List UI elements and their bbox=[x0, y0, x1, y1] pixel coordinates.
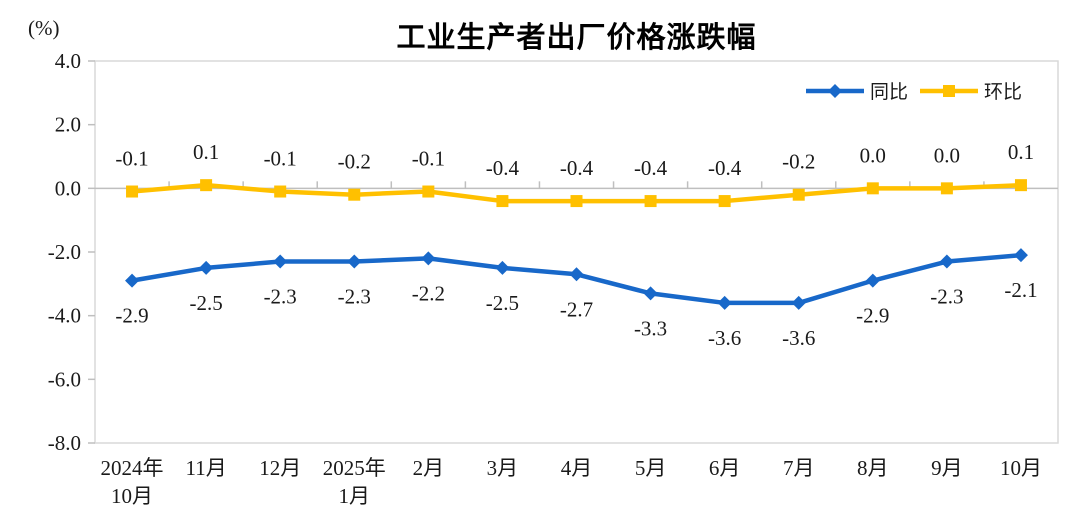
legend-item-同比: 同比 bbox=[806, 81, 908, 103]
data-label: -2.3 bbox=[338, 285, 371, 309]
data-label: -0.4 bbox=[634, 156, 668, 180]
data-point-marker bbox=[1014, 179, 1027, 192]
data-point-marker bbox=[940, 182, 953, 195]
data-point-marker bbox=[717, 295, 732, 310]
data-point-marker bbox=[865, 273, 880, 288]
x-axis-category-label: 3月 bbox=[487, 456, 519, 480]
legend-label: 同比 bbox=[870, 81, 908, 103]
data-point-marker bbox=[126, 185, 139, 198]
data-label: -2.7 bbox=[560, 297, 593, 321]
y-axis-tick-label: -6.0 bbox=[48, 367, 81, 391]
x-axis-category-label: 1月 bbox=[339, 484, 371, 508]
y-axis-tick-label: -2.0 bbox=[48, 240, 81, 264]
x-axis-category-label: 10月 bbox=[111, 484, 153, 508]
data-label: -2.9 bbox=[115, 304, 148, 328]
data-point-marker bbox=[1013, 248, 1028, 263]
data-point-marker bbox=[792, 188, 805, 201]
data-point-marker bbox=[791, 295, 806, 310]
data-label: 0.1 bbox=[193, 140, 219, 164]
data-label: -0.2 bbox=[338, 150, 371, 174]
data-label: -0.2 bbox=[782, 150, 815, 174]
data-point-marker bbox=[828, 84, 842, 98]
x-axis-category-label: 10月 bbox=[1000, 456, 1042, 480]
data-point-marker bbox=[274, 185, 287, 198]
data-point-marker bbox=[200, 179, 213, 192]
data-point-marker bbox=[643, 286, 658, 301]
x-axis-category-label: 7月 bbox=[783, 456, 815, 480]
legend: 同比 环比 bbox=[806, 81, 1022, 103]
chart-title: 工业生产者出厂价格涨跌幅 bbox=[396, 22, 757, 54]
x-axis-category-label: 2024年 bbox=[101, 456, 164, 480]
y-axis-tick-label: 4.0 bbox=[55, 49, 81, 73]
x-axis-labels: 2024年 10月 11月 12月 2025年 1月 2月 3月 4月 5月 6月 7月 8月 9月 10月 bbox=[101, 456, 1042, 508]
data-label: 0.0 bbox=[860, 143, 886, 167]
x-axis-category-label: 2025年 bbox=[323, 456, 386, 480]
x-axis-category-label: 5月 bbox=[635, 456, 667, 480]
data-label: -2.3 bbox=[264, 285, 297, 309]
data-point-marker bbox=[496, 195, 509, 208]
legend-item-环比: 环比 bbox=[920, 81, 1022, 103]
data-label: -0.1 bbox=[264, 147, 297, 171]
data-label: -2.9 bbox=[856, 304, 889, 328]
data-label: -0.4 bbox=[486, 156, 520, 180]
data-point-marker bbox=[273, 254, 288, 269]
x-axis-category-label: 11月 bbox=[185, 456, 226, 480]
y-axis: 4.0 2.0 0.0 -2.0 -4.0 -6.0 -8.0 bbox=[48, 49, 95, 455]
data-label: -3.3 bbox=[634, 316, 667, 340]
x-axis-category-label: 8月 bbox=[857, 456, 889, 480]
x-axis-category-label: 2月 bbox=[413, 456, 445, 480]
series-环比: -0.1 0.1 -0.1 -0.2 -0.1 -0.4 -0.4 -0.4 -0.4 -0.2 0… bbox=[115, 140, 1034, 208]
data-label: 0.0 bbox=[934, 143, 960, 167]
data-point-marker bbox=[939, 254, 954, 269]
x-axis-category-label: 9月 bbox=[931, 456, 963, 480]
y-axis-tick-label: 0.0 bbox=[55, 176, 81, 200]
data-label: -3.6 bbox=[708, 326, 741, 350]
data-label: -0.4 bbox=[708, 156, 742, 180]
x-axis-category-label: 4月 bbox=[561, 456, 593, 480]
data-point-marker bbox=[718, 195, 731, 208]
y-axis-tick-label: 2.0 bbox=[55, 113, 81, 137]
data-point-marker bbox=[125, 273, 140, 288]
legend-label: 环比 bbox=[984, 81, 1022, 103]
data-label: -2.5 bbox=[189, 291, 222, 315]
x-axis-category-label: 12月 bbox=[259, 456, 301, 480]
data-label: 0.1 bbox=[1008, 140, 1034, 164]
data-point-marker bbox=[347, 254, 362, 269]
data-point-marker bbox=[943, 85, 955, 97]
data-point-marker bbox=[866, 182, 879, 195]
x-axis-category-label: 6月 bbox=[709, 456, 741, 480]
data-point-marker bbox=[199, 260, 214, 275]
data-point-marker bbox=[422, 185, 435, 198]
data-point-marker bbox=[348, 188, 361, 201]
data-point-marker bbox=[570, 195, 583, 208]
data-label: -0.1 bbox=[115, 147, 148, 171]
y-axis-unit-label: (%) bbox=[28, 16, 60, 40]
data-label: -2.3 bbox=[930, 285, 963, 309]
data-label: -2.2 bbox=[412, 281, 445, 305]
series-同比: -2.9 -2.5 -2.3 -2.3 -2.2 -2.5 -2.7 -3.3 -3.6 -3.6… bbox=[115, 248, 1038, 350]
data-point-marker bbox=[421, 251, 436, 266]
plot-border bbox=[94, 60, 1059, 444]
y-axis-tick-label: -4.0 bbox=[48, 304, 81, 328]
data-label: -2.1 bbox=[1004, 278, 1037, 302]
data-label: -3.6 bbox=[782, 326, 815, 350]
y-axis-tick-label: -8.0 bbox=[48, 431, 81, 455]
data-point-marker bbox=[569, 267, 584, 282]
data-point-marker bbox=[495, 260, 510, 275]
data-label: -0.4 bbox=[560, 156, 594, 180]
data-label: -0.1 bbox=[412, 147, 445, 171]
data-point-marker bbox=[644, 195, 657, 208]
data-label: -2.5 bbox=[486, 291, 519, 315]
